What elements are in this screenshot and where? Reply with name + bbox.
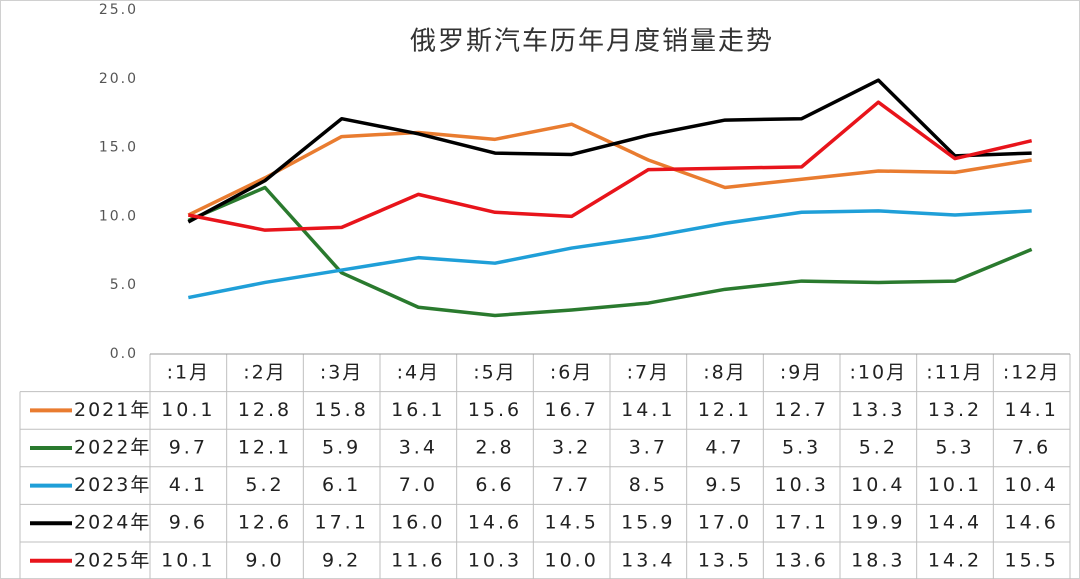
y-tick-label: 5.0 xyxy=(110,277,138,293)
table-value: 14.1 xyxy=(1005,399,1059,421)
table-value: 14.6 xyxy=(1005,512,1059,534)
table-value: 13.5 xyxy=(698,549,752,571)
table-value: 14.6 xyxy=(468,512,522,534)
table-value: 12.6 xyxy=(238,512,292,534)
table-value: 3.4 xyxy=(399,437,438,459)
table-value: 15.9 xyxy=(621,512,675,534)
y-tick-label: 20.0 xyxy=(99,71,138,87)
x-tick-label: :2月 xyxy=(243,361,287,383)
table-value: 12.1 xyxy=(238,437,292,459)
table-value: 10.3 xyxy=(468,549,522,571)
x-tick-label: :10月 xyxy=(850,361,908,383)
table-value: 10.4 xyxy=(851,474,905,496)
table-value: 15.6 xyxy=(468,399,522,421)
y-tick-label: 0.0 xyxy=(110,346,138,362)
table-value: 13.3 xyxy=(851,399,905,421)
table-value: 19.9 xyxy=(851,512,905,534)
x-tick-label: :12月 xyxy=(1003,361,1061,383)
x-tick-label: :5月 xyxy=(473,361,517,383)
legend-label: 2025年 xyxy=(74,549,151,571)
table-value: 10.4 xyxy=(1005,474,1059,496)
x-tick-label: :11月 xyxy=(926,361,984,383)
x-tick-label: :7月 xyxy=(627,361,671,383)
x-tick-label: :9月 xyxy=(780,361,824,383)
table-value: 10.0 xyxy=(545,549,599,571)
table-value: 18.3 xyxy=(851,549,905,571)
table-value: 16.1 xyxy=(391,399,445,421)
series-line xyxy=(187,209,1032,300)
x-tick-label: :6月 xyxy=(550,361,594,383)
table-value: 13.2 xyxy=(928,399,982,421)
y-tick-label: 25.0 xyxy=(99,2,138,18)
series-line xyxy=(187,122,1032,217)
table-value: 17.0 xyxy=(698,512,752,534)
table-value: 13.4 xyxy=(621,549,675,571)
chart-title: 俄罗斯汽车历年月度销量走势 xyxy=(410,27,774,57)
table-value: 6.1 xyxy=(322,474,361,496)
table-value: 16.7 xyxy=(545,399,599,421)
table-value: 9.5 xyxy=(705,474,744,496)
table-value: 5.2 xyxy=(245,474,284,496)
table-value: 17.1 xyxy=(315,512,369,534)
table-value: 15.5 xyxy=(1005,549,1059,571)
x-tick-label: :3月 xyxy=(320,361,364,383)
table-value: 7.0 xyxy=(399,474,438,496)
legend-label: 2022年 xyxy=(74,437,151,459)
table-value: 14.2 xyxy=(928,549,982,571)
table-value: 2.8 xyxy=(475,437,514,459)
table-value: 16.0 xyxy=(391,512,445,534)
table-value: 11.6 xyxy=(391,549,445,571)
table-value: 14.4 xyxy=(928,512,982,534)
table-value: 14.5 xyxy=(545,512,599,534)
table-value: 5.3 xyxy=(935,437,974,459)
x-tick-label: :1月 xyxy=(167,361,211,383)
x-tick-label: :8月 xyxy=(703,361,747,383)
table-value: 10.1 xyxy=(928,474,982,496)
table-value: 4.1 xyxy=(169,474,208,496)
table-value: 17.1 xyxy=(775,512,829,534)
x-tick-label: :4月 xyxy=(397,361,441,383)
table-value: 8.5 xyxy=(629,474,668,496)
table-value: 13.6 xyxy=(775,549,829,571)
table-value: 9.0 xyxy=(245,549,284,571)
legend-label: 2024年 xyxy=(74,512,151,534)
legend-label: 2023年 xyxy=(74,474,151,496)
series-line xyxy=(187,78,1032,224)
table-value: 7.6 xyxy=(1012,437,1051,459)
table-value: 5.3 xyxy=(782,437,821,459)
y-tick-label: 10.0 xyxy=(99,208,138,224)
table-value: 12.8 xyxy=(238,399,292,421)
series-line xyxy=(187,185,1033,318)
table-value: 4.7 xyxy=(705,437,744,459)
table-value: 5.9 xyxy=(322,437,361,459)
legend-label: 2021年 xyxy=(74,399,151,421)
table-value: 15.8 xyxy=(315,399,369,421)
series-line xyxy=(187,100,1033,232)
table-value: 6.6 xyxy=(475,474,514,496)
table-value: 3.7 xyxy=(629,437,668,459)
table-value: 10.1 xyxy=(161,549,215,571)
table-value: 12.7 xyxy=(775,399,829,421)
y-tick-label: 15.0 xyxy=(99,140,138,156)
table-value: 12.1 xyxy=(698,399,752,421)
table-value: 3.2 xyxy=(552,437,591,459)
table-value: 10.1 xyxy=(161,399,215,421)
table-value: 9.2 xyxy=(322,549,361,571)
table-value: 9.7 xyxy=(169,437,208,459)
table-value: 10.3 xyxy=(775,474,829,496)
table-value: 9.6 xyxy=(169,512,208,534)
table-value: 7.7 xyxy=(552,474,591,496)
table-value: 5.2 xyxy=(859,437,898,459)
table-value: 14.1 xyxy=(621,399,675,421)
